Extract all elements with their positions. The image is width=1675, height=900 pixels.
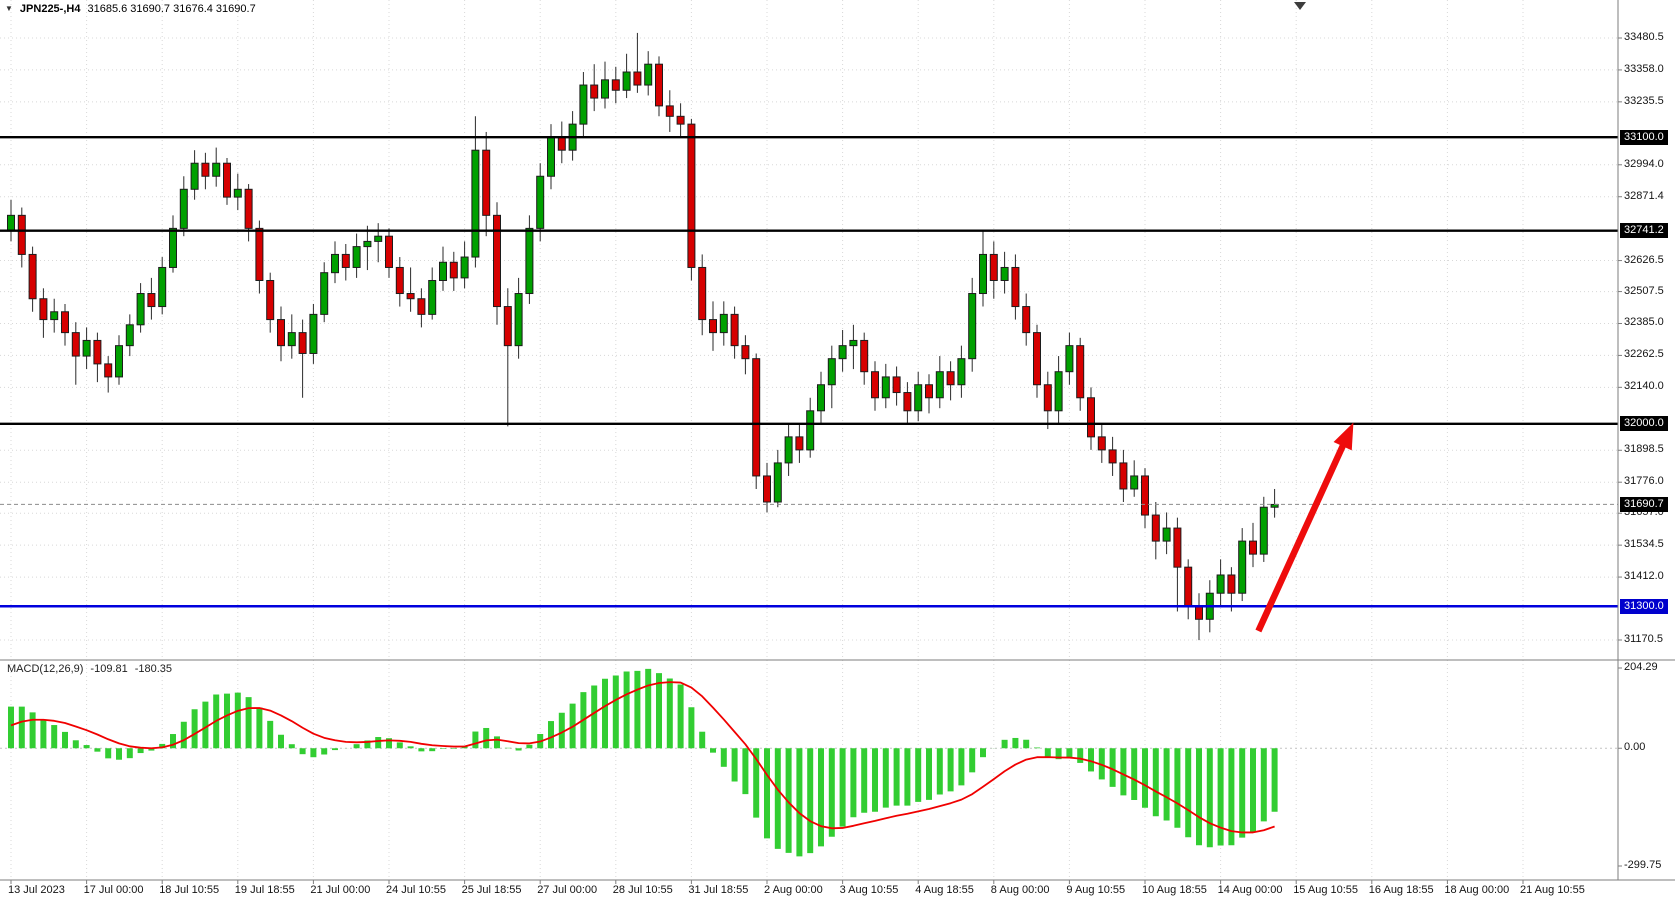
- price-tick-label: 32385.0: [1624, 316, 1664, 329]
- price-tick-label: 33358.0: [1624, 62, 1664, 75]
- price-tick-label: 32262.5: [1624, 348, 1664, 361]
- price-tick-label: 33480.5: [1624, 31, 1664, 43]
- price-tick-label: 31412.0: [1624, 570, 1664, 583]
- price-tick-label: 31776.0: [1624, 475, 1664, 488]
- chart-shift-marker-icon[interactable]: [1294, 2, 1306, 10]
- macd-indicator-label: MACD(12,26,9) -109.81 -180.35: [7, 663, 172, 675]
- time-tick-label: 14 Aug 00:00: [1217, 884, 1283, 896]
- price-tick-label: 32626.5: [1624, 253, 1664, 266]
- macd-scale-label: 204.29: [1624, 661, 1658, 673]
- trend-arrow[interactable]: [1255, 422, 1354, 633]
- axis-tick-marks: [10, 37, 1622, 884]
- symbol-dropdown-icon[interactable]: ▼: [5, 4, 13, 13]
- time-tick-label: 31 Jul 18:55: [688, 884, 749, 896]
- price-line-badge: 33100.0: [1620, 129, 1668, 145]
- time-tick-label: 27 Jul 00:00: [537, 884, 598, 896]
- time-tick-label: 15 Aug 10:55: [1293, 884, 1359, 896]
- time-tick-label: 4 Aug 18:55: [915, 884, 974, 896]
- ohlc-readout: 31685.6 31690.7 31676.4 31690.7: [87, 3, 256, 15]
- macd-scale-label: -299.75: [1624, 859, 1662, 871]
- time-tick-label: 8 Aug 00:00: [990, 884, 1050, 896]
- price-line-badge: 32741.2: [1620, 223, 1668, 239]
- price-tick-label: 32871.4: [1624, 189, 1664, 202]
- price-line-badge: 32000.0: [1620, 416, 1668, 432]
- price-line-badge: 31300.0: [1620, 598, 1668, 614]
- macd-histogram: [8, 668, 1278, 857]
- symbol-timeframe-label: JPN225-,H4: [19, 3, 81, 15]
- current-price-badge: 31690.7: [1620, 496, 1668, 512]
- macd-signal-value: -180.35: [134, 663, 173, 675]
- time-tick-label: 9 Aug 10:55: [1066, 884, 1126, 896]
- time-tick-label: 10 Aug 18:55: [1142, 884, 1207, 896]
- time-tick-label: 3 Aug 10:55: [839, 884, 899, 896]
- time-tick-label: 28 Jul 10:55: [612, 884, 673, 896]
- price-tick-label: 32507.5: [1624, 284, 1664, 297]
- price-tick-label: 31170.5: [1624, 633, 1663, 645]
- macd-scale-label: 0.00: [1624, 741, 1646, 754]
- price-tick-label: 33235.5: [1624, 94, 1664, 107]
- time-tick-label: 16 Aug 18:55: [1368, 884, 1434, 896]
- time-tick-label: 13 Jul 2023: [8, 884, 65, 896]
- time-tick-label: 18 Aug 00:00: [1444, 884, 1510, 896]
- candles-series: [7, 32, 1279, 641]
- macd-main-value: -109.81: [90, 663, 128, 675]
- price-tick-label: 32994.0: [1624, 157, 1664, 170]
- price-tick-label: 31898.5: [1624, 443, 1664, 456]
- time-tick-label: 21 Jul 00:00: [310, 884, 371, 896]
- macd-name: MACD(12,26,9): [7, 663, 84, 675]
- chart-symbol-header: ▼ JPN225-,H4 31685.6 31690.7 31676.4 316…: [5, 3, 256, 15]
- macd-signal-line: [10, 681, 1275, 834]
- time-tick-label: 21 Aug 10:55: [1520, 884, 1585, 896]
- price-tick-label: 31534.5: [1624, 538, 1664, 551]
- time-tick-label: 25 Jul 18:55: [461, 884, 522, 896]
- time-tick-label: 19 Jul 18:55: [234, 884, 295, 896]
- time-tick-label: 17 Jul 00:00: [83, 884, 144, 896]
- price-tick-label: 32140.0: [1624, 380, 1664, 393]
- time-tick-label: 18 Jul 10:55: [159, 884, 220, 896]
- time-tick-label: 2 Aug 00:00: [764, 884, 823, 896]
- time-tick-label: 24 Jul 10:55: [386, 884, 446, 896]
